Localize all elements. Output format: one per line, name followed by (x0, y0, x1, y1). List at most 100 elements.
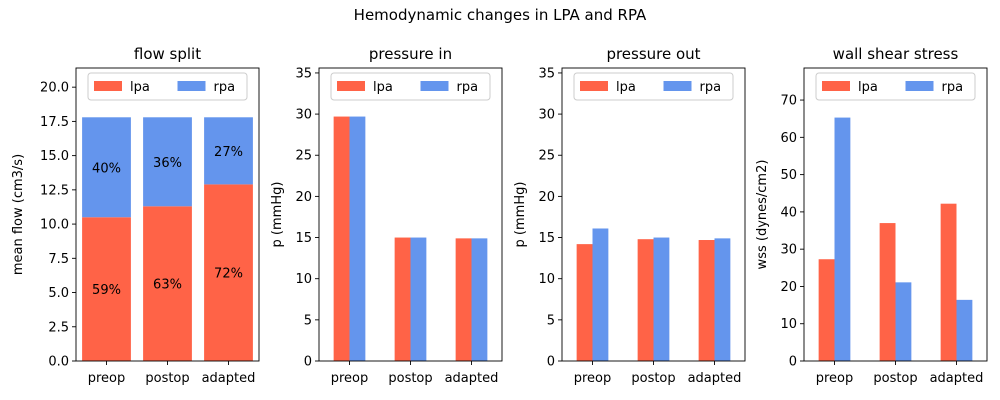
bar-label-lpa-preop: 59% (92, 283, 121, 298)
y-tick-label: 35 (538, 66, 555, 81)
y-tick-label: 5 (547, 313, 555, 328)
legend-swatch-lpa (94, 81, 122, 91)
x-tick-label: postop (145, 371, 189, 386)
legend-swatch-lpa (337, 81, 365, 91)
bar-rpa-adapted (471, 238, 488, 361)
y-tick-label: 20 (538, 190, 555, 205)
legend-label-lpa: lpa (616, 80, 636, 95)
y-tick-label: 0.0 (48, 355, 69, 370)
y-axis-label: p (mmHg) (270, 182, 285, 248)
y-tick-label: 0 (547, 355, 555, 370)
bar-rpa-postop (895, 282, 912, 361)
legend-box (573, 72, 734, 101)
y-tick-label: 0 (304, 355, 312, 370)
legend-label-lpa: lpa (373, 80, 393, 95)
y-tick-label: 30 (780, 243, 797, 258)
x-tick-label: postop (873, 371, 917, 386)
bar-rpa-preop (834, 117, 851, 361)
legend-label-rpa: rpa (457, 80, 479, 95)
legend: lpa rpa (330, 72, 491, 101)
chart-title: wall shear stress (833, 45, 959, 63)
x-tick-label: adapted (445, 371, 499, 386)
y-tick-label: 2.5 (48, 320, 69, 335)
y-axis-label: wss (dynes/cm2) (755, 160, 770, 270)
x-tick-label: adapted (688, 371, 742, 386)
legend: lpa rpa (815, 72, 976, 101)
legend-label-rpa: rpa (942, 80, 964, 95)
bar-label-lpa-adapted: 72% (214, 267, 243, 282)
y-tick-label: 17.5 (40, 115, 69, 130)
bar-lpa-postop (637, 239, 654, 361)
y-tick-label: 0 (789, 355, 797, 370)
y-tick-label: 30 (538, 108, 555, 123)
y-tick-label: 20.0 (40, 81, 69, 96)
y-tick-label: 20 (295, 190, 312, 205)
bar-lpa-preop (333, 116, 350, 361)
y-tick-label: 5 (304, 313, 312, 328)
y-tick-label: 40 (780, 205, 797, 220)
legend-label-lpa: lpa (130, 80, 150, 95)
legend-label-rpa: rpa (700, 80, 722, 95)
legend-box (330, 72, 491, 101)
y-tick-label: 70 (780, 94, 797, 109)
bar-rpa-postop (143, 117, 192, 207)
legend-swatch-lpa (822, 81, 850, 91)
x-tick-label: postop (631, 371, 675, 386)
y-tick-label: 7.5 (48, 252, 69, 267)
y-tick-label: 15.0 (40, 149, 69, 164)
bar-label-rpa-adapted: 27% (214, 145, 243, 160)
y-tick-label: 30 (295, 108, 312, 123)
chart-4: 0 10 20 30 40 50 60 70 preop postop adapted wall sh… (755, 45, 988, 386)
chart-2: 0 5 10 15 20 25 30 35 preop postop adapted pressure… (270, 45, 503, 386)
chart-title: pressure out (606, 45, 700, 63)
bar-label-rpa-postop: 36% (153, 156, 182, 171)
bar-lpa-adapted (455, 238, 472, 361)
y-tick-label: 10.0 (40, 218, 69, 233)
legend-box (815, 72, 976, 101)
bar-lpa-postop (394, 237, 411, 361)
chart-3: 0 5 10 15 20 25 30 35 preop postop adapted pressure… (513, 45, 746, 386)
y-tick-label: 15 (295, 231, 312, 246)
x-tick-label: adapted (930, 371, 984, 386)
legend-label-rpa: rpa (214, 80, 236, 95)
bar-rpa-preop (82, 117, 131, 218)
legend: lpa rpa (87, 72, 248, 101)
bar-rpa-postop (653, 237, 670, 361)
y-tick-label: 60 (780, 131, 797, 146)
y-tick-label: 10 (538, 272, 555, 287)
bar-rpa-adapted (956, 299, 973, 361)
y-axis-label: mean flow (cm3/s) (11, 154, 26, 275)
legend-swatch-rpa (177, 81, 206, 91)
bar-rpa-adapted (204, 117, 253, 185)
bar-rpa-preop (592, 228, 609, 361)
bar-label-lpa-postop: 63% (153, 278, 182, 293)
y-tick-label: 25 (538, 149, 555, 164)
chart-1: 59% 40% 63% 36% 72% 27% 0.0 2.5 5.0 7.5 10.0 12.5 15… (11, 45, 260, 386)
y-tick-label: 25 (295, 149, 312, 164)
bar-lpa-preop (818, 259, 835, 361)
chart-title: pressure in (369, 45, 452, 63)
y-tick-label: 12.5 (40, 183, 69, 198)
figure-title: Hemodynamic changes in LPA and RPA (354, 6, 647, 24)
y-tick-label: 50 (780, 168, 797, 183)
y-tick-label: 20 (780, 280, 797, 295)
y-tick-label: 35 (295, 66, 312, 81)
legend: lpa rpa (573, 72, 734, 101)
bar-lpa-adapted (204, 184, 253, 361)
x-tick-label: preop (331, 371, 369, 386)
bar-lpa-adapted (698, 240, 715, 361)
chart-title: flow split (134, 45, 201, 63)
bar-rpa-adapted (714, 238, 731, 361)
legend-swatch-lpa (580, 81, 608, 91)
y-axis-label: p (mmHg) (513, 182, 528, 248)
x-tick-label: preop (574, 371, 612, 386)
bar-lpa-postop (143, 206, 192, 361)
y-tick-label: 15 (538, 231, 555, 246)
bar-rpa-postop (410, 237, 427, 361)
bar-lpa-adapted (940, 203, 957, 361)
bar-lpa-preop (82, 217, 131, 361)
x-tick-label: preop (816, 371, 854, 386)
legend-label-lpa: lpa (858, 80, 878, 95)
bar-label-rpa-preop: 40% (92, 161, 121, 176)
